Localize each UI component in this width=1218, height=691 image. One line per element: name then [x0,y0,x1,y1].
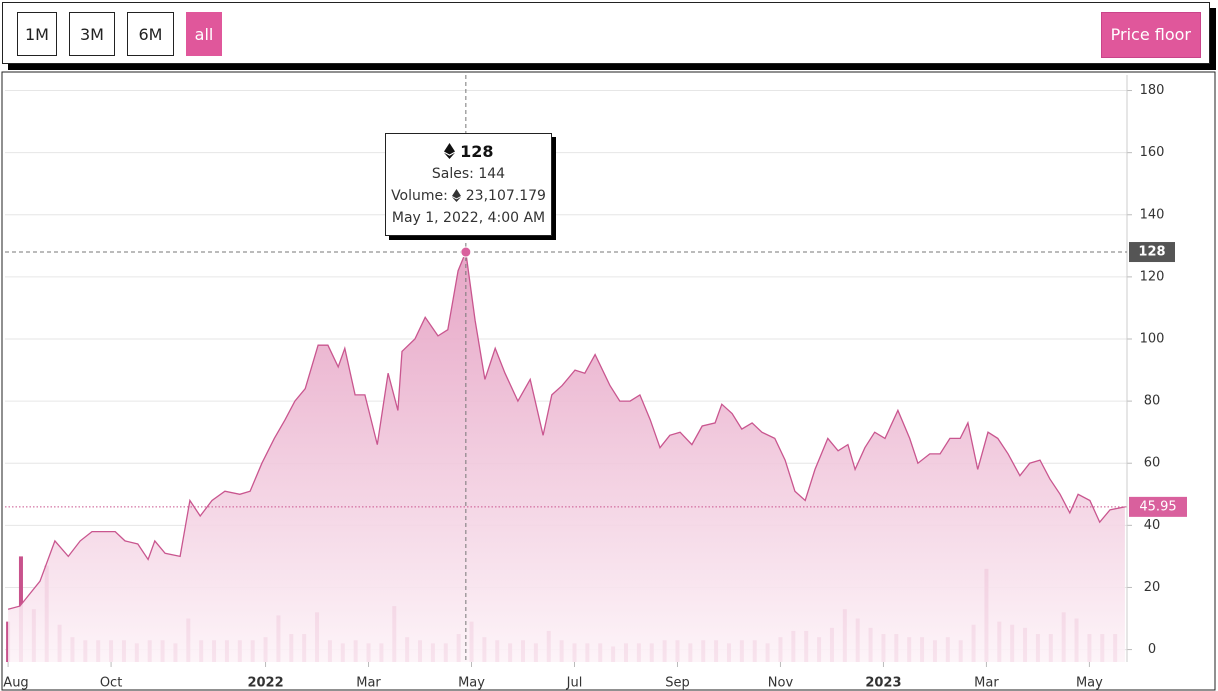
y-tick-label: 80 [1144,394,1161,409]
area-fill [8,252,1125,662]
crosshair-label: 128 [1138,245,1165,260]
tooltip-volume: 23,107.179 [465,188,546,204]
hover-point [460,246,472,258]
tooltip-volume-label: Volume: [391,188,448,204]
tooltip-date: May 1, 2022, 4:00 AM [391,210,546,226]
range-button[interactable]: all [186,12,222,56]
y-tick-label: 40 [1144,518,1161,533]
x-tick-label: May [1076,676,1103,691]
x-tick-label: Mar [974,676,999,691]
y-tick-label: 160 [1140,145,1165,160]
x-tick-label: Mar [356,676,381,691]
y-tick-label: 20 [1144,580,1161,595]
x-tick-label: Nov [768,676,794,691]
tooltip-volume-row: Volume: 23,107.179 [386,185,551,207]
current-label-box [1129,496,1187,517]
y-tick-label: 180 [1140,83,1165,98]
tooltip-sales: Sales: 144 [431,166,506,182]
y-tick-label: 120 [1140,269,1165,284]
toolbar: Price floor 1M 3M 6M all [2,2,1210,64]
x-tick-label: May [458,676,485,691]
x-tick-label: 2023 [865,676,901,691]
plot-frame [1,71,1216,691]
x-tick-label: Sep [665,676,690,691]
crosshair-label-box [1129,242,1175,263]
eth-icon [452,189,462,202]
volume-bar [6,621,11,662]
y-tick-label: 60 [1144,456,1161,471]
x-tick-label: Jul [566,676,583,691]
range-button[interactable]: 6M [127,12,174,56]
eth-icon [443,143,455,159]
y-tick-label: 140 [1140,207,1165,222]
watermark: nftpricefloor.com [498,358,642,376]
tooltip-price-row: 128 [386,141,551,163]
y-tick-label: 0 [1148,642,1156,657]
x-tick-label: Oct [100,676,122,691]
x-tick-label: Aug [3,676,28,691]
range-button[interactable]: 1M [17,12,57,56]
range-button[interactable]: 3M [69,12,115,56]
current-label: 45.95 [1139,499,1176,514]
tooltip: 128 Sales: 144 Volume: 23,107.179 May 1,… [385,133,552,236]
y-tick-label: 100 [1140,331,1165,346]
tooltip-price: 128 [460,142,494,161]
price-line [7,249,1126,610]
x-tick-label: 2022 [247,676,283,691]
metric-button[interactable]: Price floor [1100,12,1201,58]
